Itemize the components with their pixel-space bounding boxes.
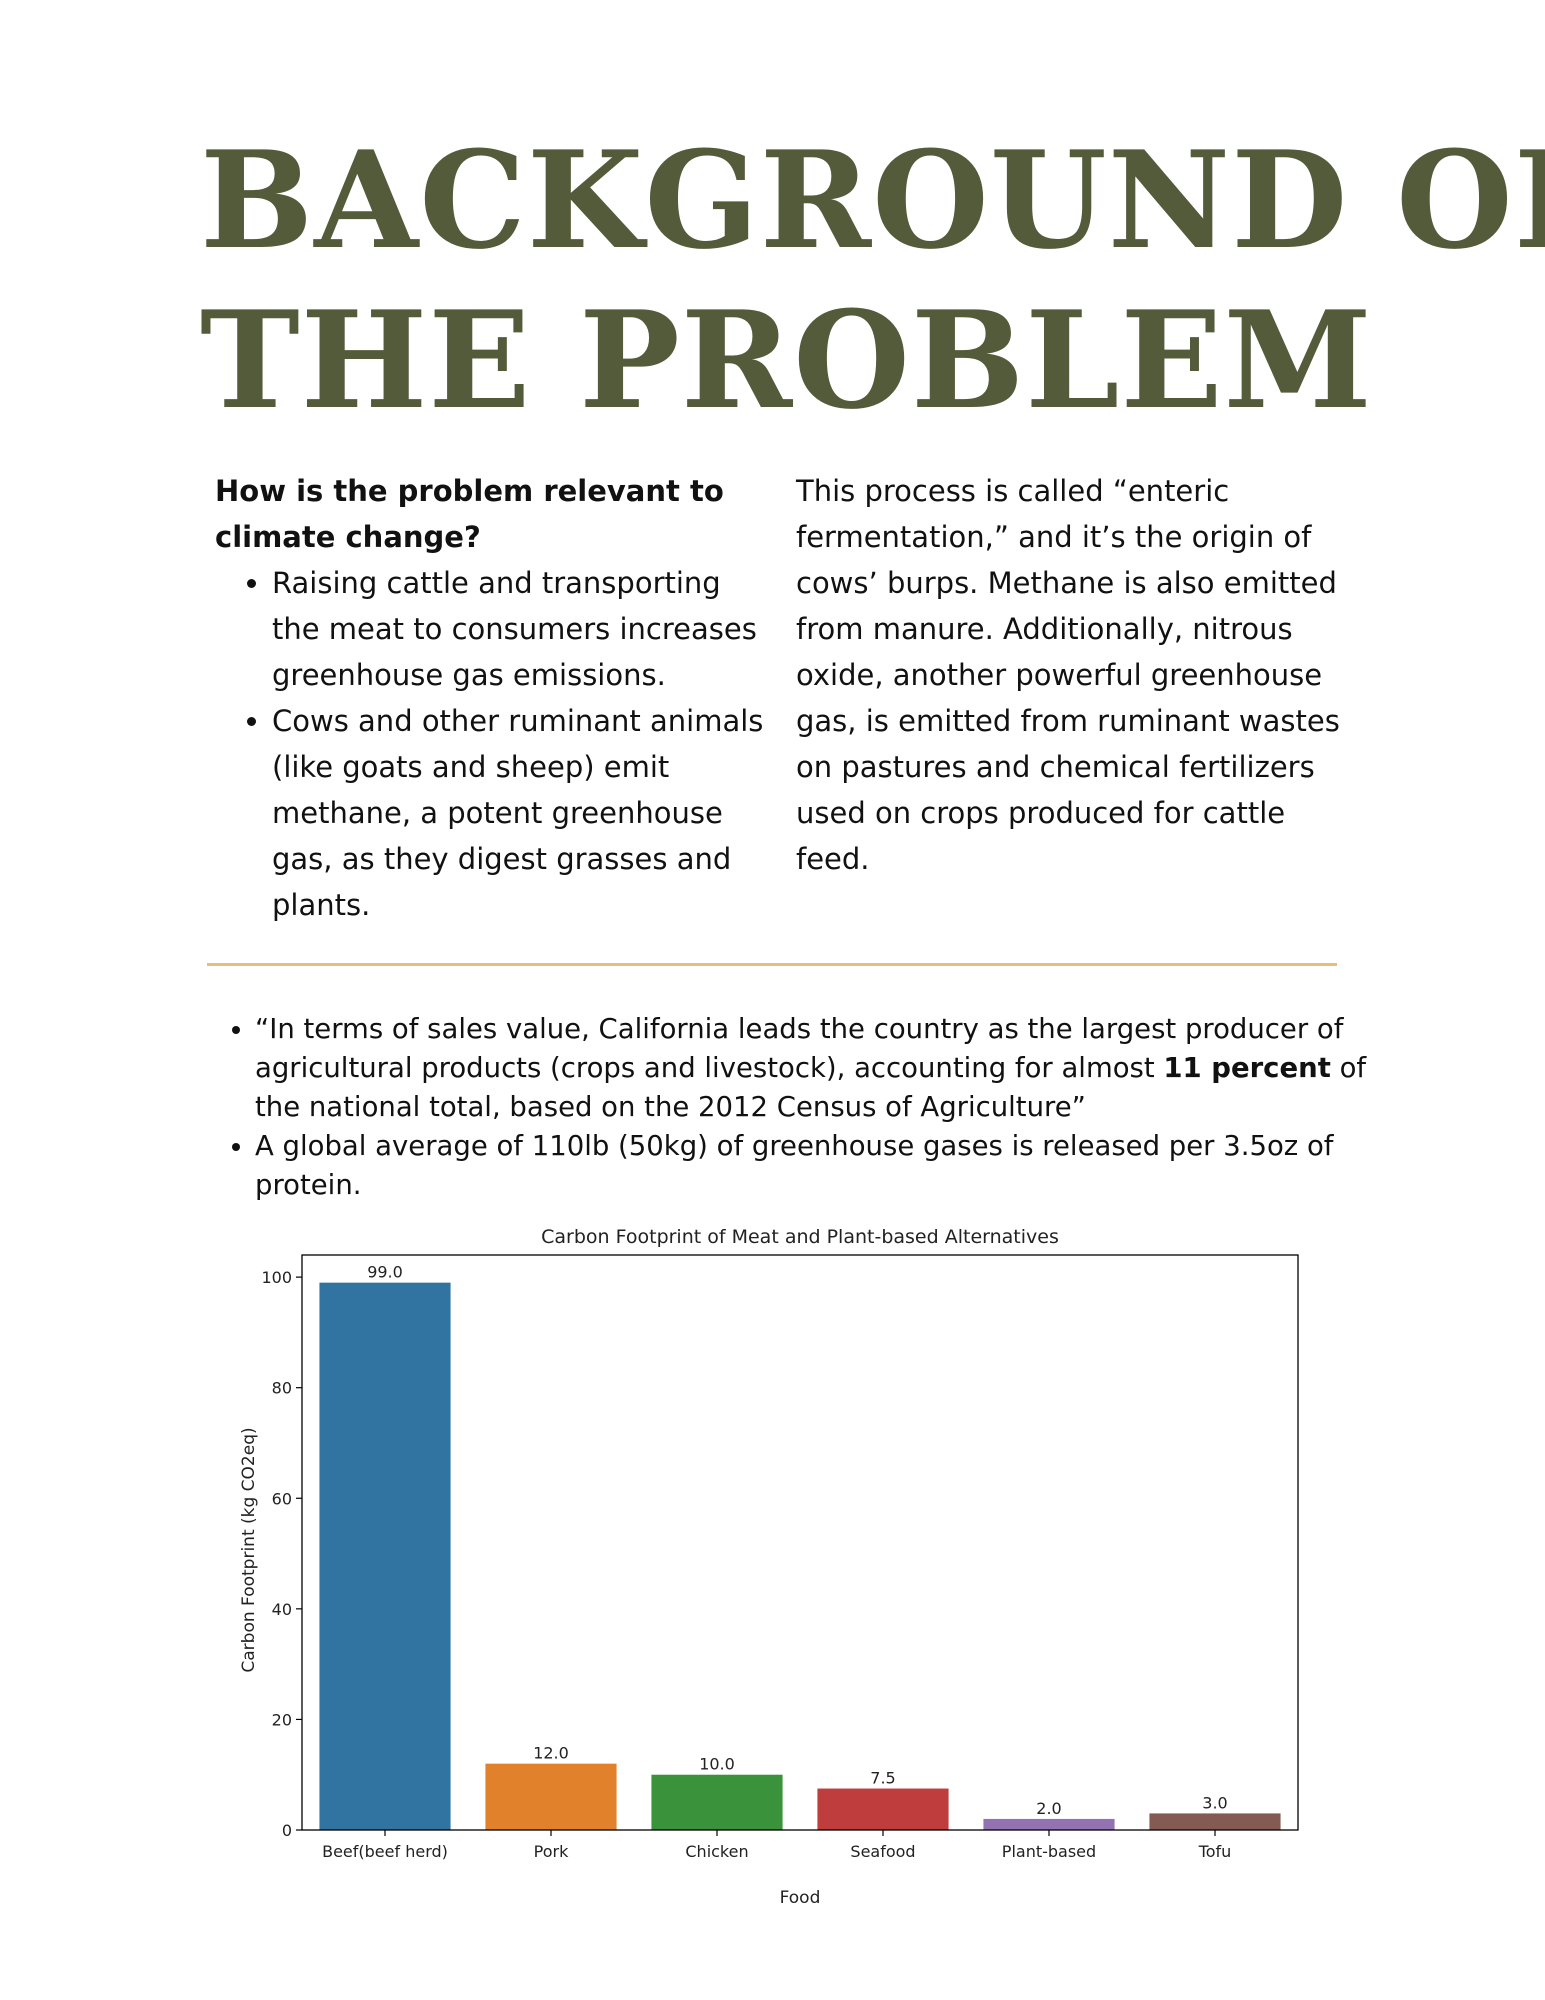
y-tick-label: 80 xyxy=(272,1379,292,1398)
bar xyxy=(983,1818,1115,1830)
bar xyxy=(651,1774,783,1830)
enteric-fermentation-paragraph: This process is called “enteric fermenta… xyxy=(796,474,1340,876)
bar xyxy=(1149,1813,1281,1830)
y-tick-label: 60 xyxy=(272,1489,292,1508)
y-tick-label: 20 xyxy=(272,1710,292,1729)
bar-data-label: 7.5 xyxy=(870,1769,895,1788)
right-column: This process is called “enteric fermenta… xyxy=(796,468,1356,882)
bar xyxy=(817,1788,949,1830)
carbon-footprint-bar-chart: Carbon Footprint of Meat and Plant-based… xyxy=(239,1226,1299,1908)
page-title: BACKGROUND OF THE PROBLEM xyxy=(200,120,1545,440)
chart-x-axis-label: Food xyxy=(780,1888,821,1908)
list-item: Raising cattle and transporting the meat… xyxy=(272,560,775,698)
left-bullet-list: Raising cattle and transporting the meat… xyxy=(215,560,775,928)
bar-data-label: 3.0 xyxy=(1202,1793,1227,1812)
bar-data-label: 12.0 xyxy=(533,1744,569,1763)
chart-marks: 0 20 40 60 80 100 99.0 Beef(beef herd) 12.0 Pork 1… xyxy=(261,1263,1281,1861)
x-tick-label: Chicken xyxy=(685,1842,748,1861)
page-title-line-2: THE PROBLEM xyxy=(200,281,1373,439)
section-question: How is the problem relevant to climate c… xyxy=(215,474,724,554)
x-tick-label: Pork xyxy=(534,1842,569,1861)
page-title-line-1: BACKGROUND OF xyxy=(200,121,1545,279)
facts-list: “In terms of sales value, California lea… xyxy=(215,1010,1385,1205)
fact-text: “In terms of sales value, California lea… xyxy=(255,1013,1344,1084)
x-tick-label: Seafood xyxy=(850,1842,915,1861)
chart-plot-frame xyxy=(301,1254,1299,1831)
bar-data-label: 10.0 xyxy=(699,1755,735,1774)
x-tick-label: Tofu xyxy=(1198,1842,1232,1861)
bar-data-label: 2.0 xyxy=(1036,1799,1061,1818)
fact-highlight: 11 percent xyxy=(1163,1052,1331,1084)
list-item: Cows and other ruminant animals (like go… xyxy=(272,698,775,928)
left-column: How is the problem relevant to climate c… xyxy=(215,468,775,928)
fact-text: of the national total, based on the 2012… xyxy=(255,1052,1367,1123)
list-item: “In terms of sales value, California lea… xyxy=(255,1010,1385,1127)
bar xyxy=(319,1282,451,1830)
x-tick-label: Plant-based xyxy=(1002,1842,1096,1861)
list-item: A global average of 110lb (50kg) of gree… xyxy=(255,1127,1385,1205)
chart-title: Carbon Footprint of Meat and Plant-based… xyxy=(541,1226,1059,1248)
chart-y-axis-label: Carbon Footprint (kg CO2eq) xyxy=(239,1427,259,1672)
y-tick-label: 100 xyxy=(261,1268,292,1287)
bar xyxy=(485,1763,617,1830)
y-tick-label: 0 xyxy=(282,1821,292,1840)
section-divider xyxy=(207,963,1337,966)
y-tick-label: 40 xyxy=(272,1600,292,1619)
x-tick-label: Beef(beef herd) xyxy=(322,1842,448,1861)
bar-data-label: 99.0 xyxy=(367,1263,403,1282)
